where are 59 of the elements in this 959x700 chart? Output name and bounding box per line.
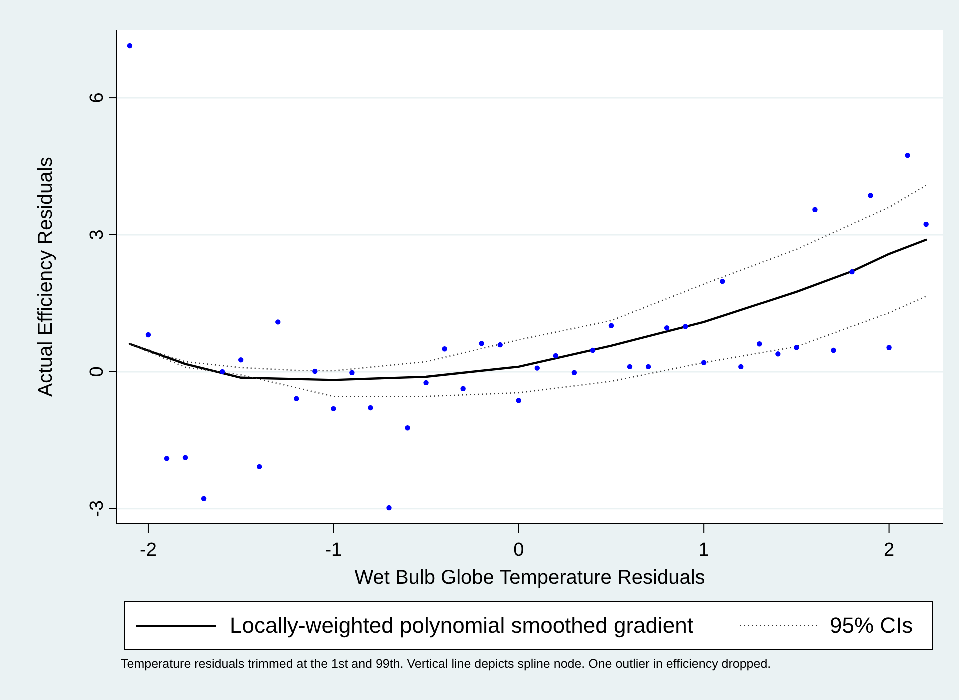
point [850, 269, 855, 275]
point [498, 342, 503, 348]
y-tick-label: 3 [87, 230, 108, 240]
point [627, 364, 633, 370]
point [868, 193, 874, 198]
x-tick-label: 1 [698, 540, 710, 561]
x-tick-label: -1 [325, 540, 342, 561]
point [460, 386, 466, 392]
point [794, 345, 800, 350]
point [405, 426, 410, 431]
line-series [128, 238, 928, 382]
point [294, 396, 300, 402]
point [350, 370, 355, 376]
point [886, 345, 892, 350]
point [479, 341, 484, 346]
point [664, 326, 670, 331]
point [905, 152, 910, 158]
y-tick-label: 0 [87, 366, 108, 378]
point [738, 364, 744, 370]
point [201, 496, 207, 502]
point [331, 406, 336, 412]
point [182, 455, 188, 460]
point [553, 353, 559, 359]
y-axis-title: Actual Efficiency Residuals [35, 157, 57, 397]
point [516, 398, 522, 404]
point [312, 368, 318, 374]
point [164, 456, 170, 462]
point [220, 369, 226, 375]
point [608, 323, 614, 328]
point [238, 357, 244, 363]
x-tick-label: 2 [884, 540, 895, 561]
point [682, 324, 688, 330]
point [924, 222, 929, 228]
text: Temperature residuals trimmed at the 1st and 99th. Vertical line depicts spline node. One outlier in efficiency dropped. [121, 657, 772, 671]
point [146, 332, 152, 338]
point [590, 348, 596, 354]
point [386, 505, 392, 511]
point [757, 342, 762, 347]
y-tick-label: -3 [87, 500, 108, 518]
point [812, 207, 818, 212]
point [424, 380, 429, 386]
x-tick-label: 0 [514, 540, 524, 561]
point [776, 352, 781, 357]
point [127, 43, 133, 49]
point [276, 320, 281, 325]
y-tick-label: 6 [87, 92, 108, 104]
point [720, 278, 726, 284]
point [831, 348, 836, 354]
point [368, 405, 374, 411]
point [701, 360, 707, 366]
point [257, 464, 262, 470]
point [534, 366, 540, 371]
legend-label: 95% CIs [830, 613, 914, 638]
x-axis-title: Wet Bulb Globe Temperature Residuals [354, 567, 706, 589]
legend-label: Locally-weighted polynomial smoothed gradient [230, 613, 694, 638]
point [442, 346, 448, 352]
point [646, 364, 652, 370]
x-tick-label: -2 [140, 540, 157, 561]
point [572, 370, 578, 376]
